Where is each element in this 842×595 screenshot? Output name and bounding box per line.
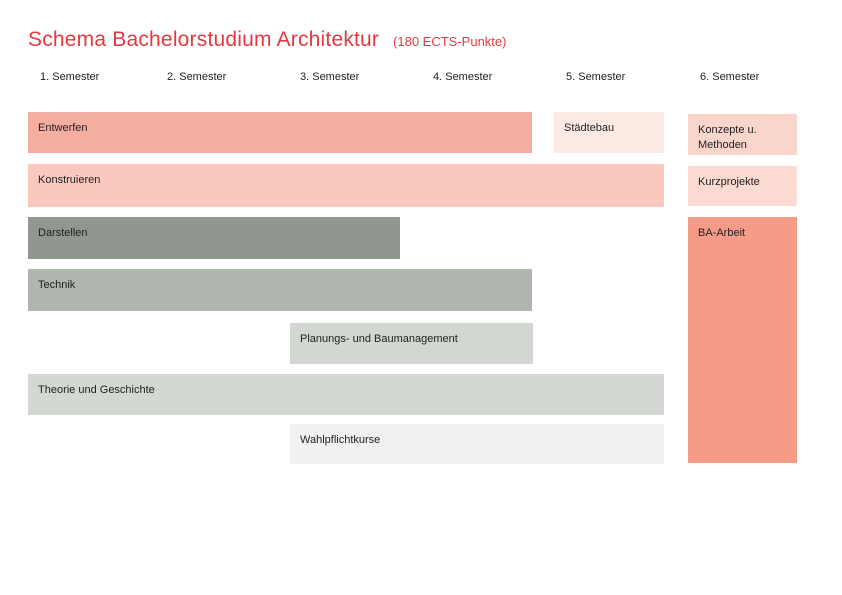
module-bar-konzepte-u-methoden: Konzepte u. Methoden: [688, 114, 797, 155]
module-bar-entwerfen: Entwerfen: [28, 112, 532, 153]
module-bar-planungs-und-baumanagement: Planungs- und Baumanagement: [290, 323, 533, 364]
module-label: Planungs- und Baumanagement: [300, 333, 458, 345]
module-bar-konstruieren: Konstruieren: [28, 164, 664, 207]
module-bar-theorie-und-geschichte: Theorie und Geschichte: [28, 374, 664, 415]
semester-header-6: 6. Semester: [700, 71, 760, 83]
semester-header-1: 1. Semester: [40, 71, 100, 83]
module-label: BA-Arbeit: [698, 227, 746, 239]
module-bar-technik: Technik: [28, 269, 532, 311]
module-bar-wahlpflichtkurse: Wahlpflichtkurse: [290, 424, 664, 464]
semester-header-2: 2. Semester: [167, 71, 227, 83]
module-label: Theorie und Geschichte: [38, 384, 155, 396]
semester-header-3: 3. Semester: [300, 71, 360, 83]
semester-header-5: 5. Semester: [566, 71, 626, 83]
page-title-text: Schema Bachelorstudium Architektur: [28, 28, 380, 51]
module-label: Städtebau: [564, 122, 615, 134]
module-bar-ba-arbeit: BA-Arbeit: [688, 217, 797, 463]
module-label: Technik: [38, 279, 76, 291]
page-title-ects-suffix: (180 ECTS-Punkte): [393, 34, 507, 49]
module-label: Wahlpflichtkurse: [300, 434, 381, 446]
module-bar-kurzprojekte: Kurzprojekte: [688, 166, 797, 206]
module-label: Konstruieren: [38, 174, 101, 186]
module-label: Entwerfen: [38, 122, 88, 134]
semester-header-4: 4. Semester: [433, 71, 493, 83]
page-title: Schema Bachelorstudium Architektur (180 …: [28, 17, 506, 54]
module-bar-staedtebau: Städtebau: [554, 112, 664, 153]
module-bar-darstellen: Darstellen: [28, 217, 400, 259]
module-label: Konzepte u. Methoden: [698, 124, 757, 151]
module-label: Darstellen: [38, 227, 88, 239]
module-label: Kurzprojekte: [698, 176, 760, 188]
